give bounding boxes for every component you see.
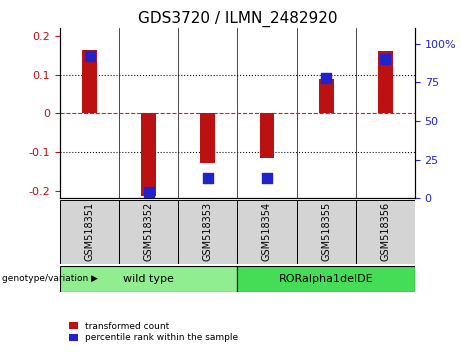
Title: GDS3720 / ILMN_2482920: GDS3720 / ILMN_2482920 [138,11,337,27]
Text: genotype/variation ▶: genotype/variation ▶ [2,274,98,283]
Bar [237,266,415,292]
Text: GSM518353: GSM518353 [203,202,213,262]
Legend: transformed count, percentile rank within the sample: transformed count, percentile rank withi… [69,322,238,342]
Text: GSM518356: GSM518356 [380,202,390,262]
Bar [356,200,415,264]
Text: wild type: wild type [123,274,174,284]
Bar [378,51,393,113]
Text: RORalpha1delDE: RORalpha1delDE [279,274,373,284]
Bar [82,50,97,113]
Bar [141,113,156,196]
Bar [178,200,237,264]
Text: GSM518351: GSM518351 [84,202,95,262]
Point [263,175,271,181]
Point [86,53,93,59]
Bar [237,200,296,264]
Bar [201,113,215,164]
Bar [60,266,237,292]
Point [204,175,212,181]
Bar [119,200,178,264]
Bar [319,79,334,113]
Point [382,56,389,62]
Bar [260,113,274,158]
Text: GSM518354: GSM518354 [262,202,272,262]
Text: GSM518352: GSM518352 [144,202,154,262]
Point [322,75,330,81]
Bar [60,200,119,264]
Point [145,189,152,195]
Text: GSM518355: GSM518355 [321,202,331,262]
Bar [296,200,356,264]
